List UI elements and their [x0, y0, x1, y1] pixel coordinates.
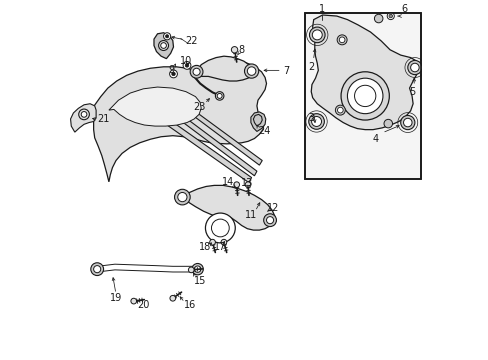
Circle shape — [205, 213, 235, 243]
Polygon shape — [161, 88, 262, 165]
Circle shape — [161, 43, 166, 48]
Polygon shape — [250, 112, 265, 131]
Circle shape — [93, 266, 101, 273]
Circle shape — [403, 118, 411, 127]
Circle shape — [354, 85, 375, 107]
Circle shape — [386, 13, 393, 19]
Text: 18: 18 — [199, 242, 211, 252]
Text: 9: 9 — [168, 66, 174, 75]
Circle shape — [91, 263, 103, 275]
Text: 16: 16 — [184, 300, 196, 310]
Text: 20: 20 — [137, 300, 149, 310]
Circle shape — [407, 60, 421, 75]
Text: 10: 10 — [180, 57, 192, 67]
Circle shape — [192, 264, 203, 275]
Bar — [304, 13, 421, 179]
Text: 1: 1 — [318, 4, 325, 14]
Circle shape — [211, 219, 229, 237]
Polygon shape — [194, 56, 253, 81]
Circle shape — [312, 30, 322, 40]
Circle shape — [221, 239, 226, 245]
Text: 12: 12 — [267, 203, 279, 213]
Polygon shape — [253, 114, 262, 126]
Circle shape — [165, 35, 168, 38]
Text: 15: 15 — [194, 275, 206, 285]
Circle shape — [194, 266, 201, 273]
Text: 4: 4 — [372, 134, 378, 144]
Circle shape — [231, 46, 237, 53]
Polygon shape — [151, 94, 256, 176]
Circle shape — [311, 117, 321, 126]
Circle shape — [131, 298, 136, 304]
Circle shape — [347, 78, 382, 114]
Circle shape — [340, 72, 388, 120]
Polygon shape — [310, 15, 418, 130]
Text: 8: 8 — [238, 45, 244, 55]
Circle shape — [335, 105, 345, 115]
Circle shape — [170, 296, 175, 301]
Circle shape — [169, 70, 177, 78]
Circle shape — [185, 64, 188, 67]
Circle shape — [339, 37, 344, 43]
Circle shape — [163, 33, 170, 40]
Text: 6: 6 — [400, 4, 407, 14]
Text: 23: 23 — [192, 102, 205, 112]
Circle shape — [388, 14, 392, 18]
Polygon shape — [109, 87, 201, 126]
Circle shape — [374, 14, 382, 23]
Circle shape — [337, 107, 343, 113]
Circle shape — [309, 27, 325, 43]
Circle shape — [247, 67, 255, 75]
Polygon shape — [141, 102, 251, 183]
Circle shape — [171, 72, 175, 76]
Circle shape — [158, 41, 168, 50]
Circle shape — [383, 120, 392, 128]
Text: 21: 21 — [97, 114, 109, 124]
Circle shape — [81, 112, 87, 117]
Text: 19: 19 — [110, 293, 122, 303]
Circle shape — [178, 193, 186, 202]
Circle shape — [244, 182, 250, 188]
Circle shape — [400, 116, 414, 130]
Text: 3: 3 — [307, 113, 313, 123]
Circle shape — [308, 114, 324, 129]
Circle shape — [188, 267, 194, 273]
Text: 24: 24 — [257, 126, 270, 136]
Text: 11: 11 — [244, 210, 257, 220]
Circle shape — [79, 109, 89, 120]
Circle shape — [233, 182, 239, 188]
Polygon shape — [70, 104, 96, 132]
Text: 2: 2 — [307, 62, 313, 72]
Polygon shape — [154, 33, 173, 59]
Circle shape — [190, 66, 203, 78]
Circle shape — [215, 92, 224, 100]
Text: 7: 7 — [283, 66, 289, 76]
Circle shape — [266, 217, 273, 224]
Circle shape — [209, 239, 215, 245]
Circle shape — [217, 94, 222, 98]
Circle shape — [174, 189, 190, 205]
Circle shape — [244, 64, 258, 78]
Circle shape — [336, 35, 346, 45]
Polygon shape — [304, 13, 421, 179]
Text: 13: 13 — [241, 178, 253, 188]
Text: 5: 5 — [408, 87, 414, 97]
Polygon shape — [182, 185, 274, 240]
Text: 14: 14 — [222, 177, 234, 187]
Text: 22: 22 — [185, 36, 198, 46]
Circle shape — [183, 62, 190, 69]
Circle shape — [193, 68, 200, 75]
Circle shape — [263, 214, 276, 226]
Circle shape — [410, 63, 418, 72]
Polygon shape — [93, 60, 266, 182]
Text: 17: 17 — [214, 242, 226, 252]
